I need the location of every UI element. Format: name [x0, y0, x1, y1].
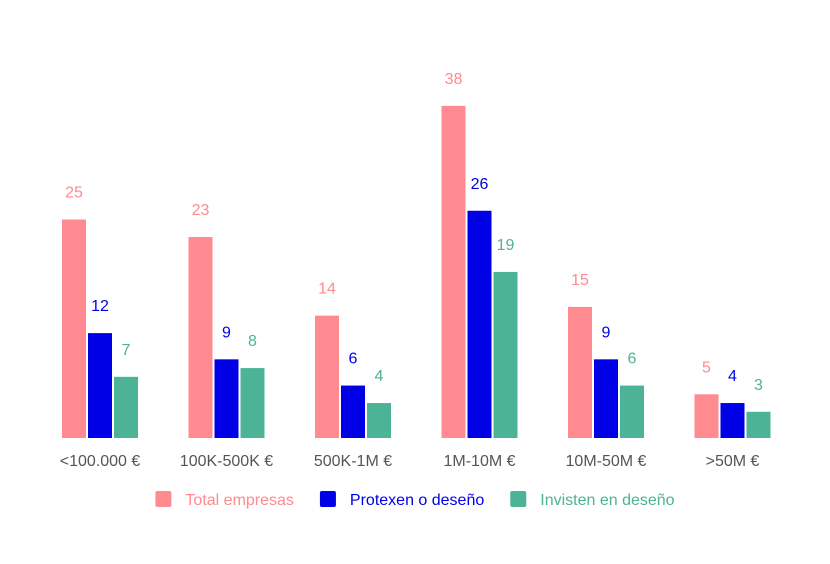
bars-group [62, 105, 771, 438]
legend-label-total-empresas: Total empresas [185, 492, 294, 509]
bar-invisten-en-dese-o-5 [746, 411, 771, 438]
bar-protexen-o-dese-o-1 [214, 359, 239, 438]
x-tick-label-4: 10M-50M € [566, 453, 647, 470]
x-tick-label-2: 500K-1M € [314, 453, 392, 470]
data-label-invisten-en-dese-o-3: 19 [497, 237, 515, 254]
x-tick-label-3: 1M-10M € [443, 453, 515, 470]
data-label-total-empresas-1: 23 [192, 202, 210, 219]
bar-invisten-en-dese-o-4 [620, 385, 644, 438]
bar-protexen-o-dese-o-3 [467, 210, 492, 438]
bar-total-empresas-1 [188, 236, 213, 438]
data-label-total-empresas-0: 25 [65, 185, 83, 202]
bar-protexen-o-dese-o-0 [88, 333, 112, 438]
bar-total-empresas-2 [315, 315, 339, 438]
bar-invisten-en-dese-o-0 [114, 376, 138, 438]
data-label-protexen-o-dese-o-1: 9 [222, 324, 231, 341]
bar-invisten-en-dese-o-2 [367, 403, 391, 438]
bar-total-empresas-3 [441, 105, 466, 438]
bar-protexen-o-dese-o-2 [341, 385, 365, 438]
x-tick-label-5: >50M € [706, 453, 760, 470]
bar-total-empresas-4 [568, 306, 592, 438]
bar-total-empresas-5 [694, 394, 719, 438]
data-label-protexen-o-dese-o-4: 9 [602, 324, 611, 341]
data-label-invisten-en-dese-o-4: 6 [628, 351, 637, 368]
data-label-protexen-o-dese-o-2: 6 [349, 351, 358, 368]
data-label-total-empresas-5: 5 [702, 359, 711, 376]
data-label-invisten-en-dese-o-5: 3 [754, 377, 763, 394]
x-axis-ticks: <100.000 € 100K-500K € 500K-1M € 1M-10M € 10… [60, 453, 760, 470]
bar-protexen-o-dese-o-5 [720, 403, 745, 438]
data-label-invisten-en-dese-o-1: 8 [248, 333, 257, 350]
data-label-protexen-o-dese-o-0: 12 [91, 298, 109, 315]
data-label-invisten-en-dese-o-0: 7 [122, 342, 131, 359]
data-label-protexen-o-dese-o-5: 4 [728, 368, 737, 385]
data-label-total-empresas-3: 38 [445, 71, 463, 88]
legend-marker-total-empresas [155, 491, 172, 507]
bar-total-empresas-0 [62, 219, 86, 438]
data-label-total-empresas-4: 15 [571, 272, 589, 289]
data-label-protexen-o-dese-o-3: 26 [471, 176, 489, 193]
legend: Total empresas Protexen o deseño Invisten … [155, 491, 675, 509]
legend-marker-invisten-en-dese-o [510, 491, 527, 507]
legend-label-invisten-en-dese-o: Invisten en deseño [540, 492, 674, 509]
legend-marker-protexen-o-dese-o [319, 491, 336, 507]
bar-invisten-en-dese-o-3 [493, 271, 518, 438]
x-tick-label-1: 100K-500K € [180, 453, 274, 470]
legend-label-protexen-o-dese-o: Protexen o deseño [350, 492, 484, 509]
bar-invisten-en-dese-o-1 [240, 368, 265, 438]
bar-protexen-o-dese-o-4 [594, 359, 618, 438]
data-label-invisten-en-dese-o-2: 4 [375, 368, 384, 385]
x-tick-label-0: <100.000 € [60, 453, 141, 470]
data-label-total-empresas-2: 14 [318, 281, 336, 298]
